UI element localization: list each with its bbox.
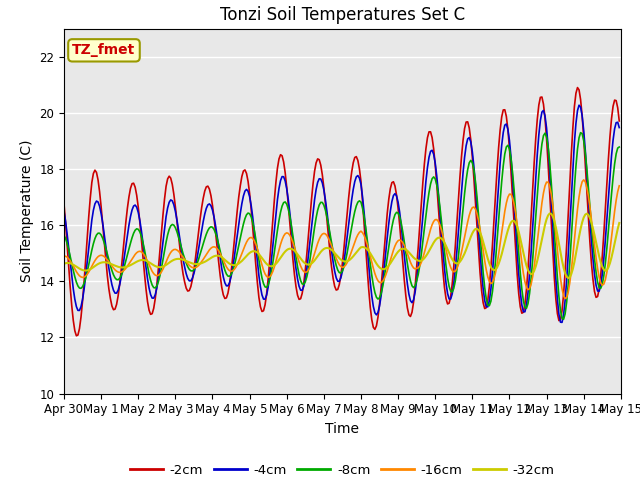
Y-axis label: Soil Temperature (C): Soil Temperature (C) [20, 140, 34, 282]
X-axis label: Time: Time [325, 422, 360, 436]
Title: Tonzi Soil Temperatures Set C: Tonzi Soil Temperatures Set C [220, 6, 465, 24]
Text: TZ_fmet: TZ_fmet [72, 43, 136, 57]
Legend: -2cm, -4cm, -8cm, -16cm, -32cm: -2cm, -4cm, -8cm, -16cm, -32cm [125, 458, 560, 480]
